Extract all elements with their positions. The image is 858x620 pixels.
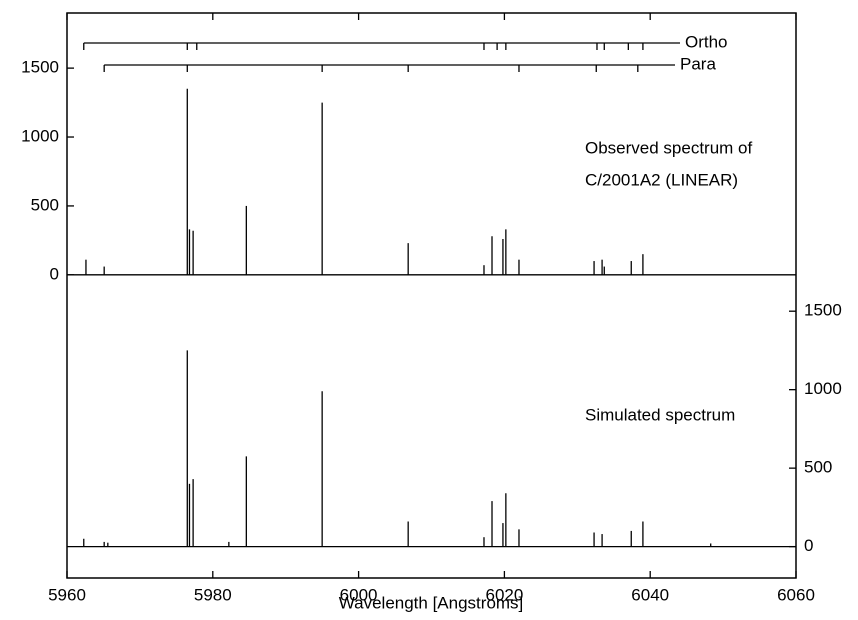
y-tick-label: 1000 [21, 127, 59, 146]
x-tick-label: 5980 [194, 585, 232, 604]
y2-tick-label: 1500 [804, 301, 842, 320]
x-tick-label: 6040 [631, 585, 669, 604]
y-tick-label: 500 [31, 195, 59, 214]
x-axis-label: Wavelength [Angstroms] [339, 593, 524, 612]
marker-label: Para [680, 54, 716, 73]
annotation: C/2001A2 (LINEAR) [585, 170, 738, 189]
y2-tick-label: 500 [804, 458, 832, 477]
y2-tick-label: 1000 [804, 379, 842, 398]
x-tick-label: 5960 [48, 585, 86, 604]
x-tick-label: 6000 [340, 585, 378, 604]
plot-frame [66, 12, 797, 579]
x-tick-label: 6020 [485, 585, 523, 604]
marker-label: Ortho [685, 32, 728, 51]
y2-tick-label: 0 [804, 536, 813, 555]
annotation: Observed spectrum of [585, 138, 753, 157]
annotation: Simulated spectrum [585, 405, 735, 424]
x-tick-label: 6060 [777, 585, 815, 604]
y-tick-label: 1500 [21, 58, 59, 77]
y-tick-label: 0 [50, 264, 59, 283]
